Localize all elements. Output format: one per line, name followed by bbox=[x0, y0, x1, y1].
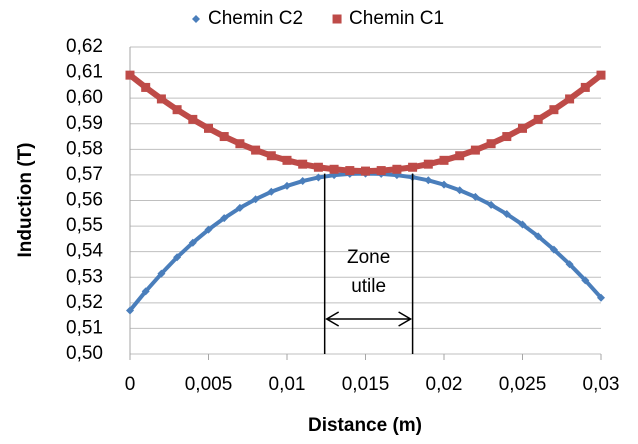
marker bbox=[204, 225, 213, 234]
y-tick-label: 0,53 bbox=[66, 266, 103, 287]
marker bbox=[439, 155, 449, 165]
marker bbox=[470, 145, 480, 155]
marker bbox=[471, 192, 480, 201]
marker bbox=[440, 180, 448, 189]
y-tick-label: 0,57 bbox=[66, 164, 103, 185]
marker bbox=[141, 82, 151, 92]
y-tick-label: 0,59 bbox=[66, 113, 103, 134]
marker bbox=[581, 276, 590, 285]
marker bbox=[172, 105, 182, 115]
marker bbox=[502, 210, 511, 219]
y-axis-title: Induction (T) bbox=[15, 142, 36, 257]
y-tick-label: 0,60 bbox=[66, 87, 103, 108]
marker bbox=[282, 155, 292, 165]
marker bbox=[424, 176, 433, 185]
marker bbox=[487, 200, 496, 209]
x-axis-title: Distance (m) bbox=[308, 415, 422, 436]
marker bbox=[549, 245, 558, 254]
marker bbox=[220, 214, 229, 223]
marker bbox=[313, 162, 323, 172]
marker bbox=[455, 151, 465, 161]
marker bbox=[314, 173, 323, 182]
marker bbox=[267, 187, 276, 196]
marker bbox=[141, 287, 150, 296]
x-tick-label: 0,015 bbox=[342, 374, 390, 395]
x-tick-label: 0,01 bbox=[269, 374, 306, 395]
x-tick-label: 0,005 bbox=[185, 374, 233, 395]
zone-label: Zone bbox=[347, 247, 390, 268]
marker bbox=[251, 195, 260, 204]
marker bbox=[126, 306, 134, 315]
x-tick-label: 0,025 bbox=[499, 374, 547, 395]
marker bbox=[157, 269, 166, 278]
marker bbox=[345, 166, 355, 176]
marker bbox=[392, 164, 402, 174]
marker bbox=[204, 123, 213, 133]
series-line bbox=[128, 72, 603, 175]
legend-marker bbox=[332, 14, 342, 24]
marker bbox=[518, 123, 527, 133]
marker bbox=[329, 164, 339, 174]
marker bbox=[502, 132, 512, 142]
y-tick-label: 0,56 bbox=[66, 190, 103, 211]
marker bbox=[580, 82, 590, 92]
marker bbox=[235, 203, 244, 212]
marker bbox=[156, 94, 166, 104]
marker bbox=[534, 232, 543, 241]
y-tick-label: 0,51 bbox=[66, 317, 103, 338]
marker bbox=[283, 181, 291, 190]
legend-marker bbox=[192, 15, 200, 23]
marker bbox=[565, 260, 574, 269]
marker bbox=[266, 151, 276, 161]
legend-label: Chemin C2 bbox=[208, 8, 303, 29]
marker bbox=[596, 70, 606, 80]
marker bbox=[533, 114, 543, 124]
y-tick-label: 0,55 bbox=[66, 215, 103, 236]
marker bbox=[219, 132, 229, 142]
marker bbox=[188, 114, 198, 124]
marker bbox=[235, 139, 245, 149]
marker bbox=[298, 177, 307, 186]
marker bbox=[361, 166, 370, 176]
y-tick-label: 0,52 bbox=[66, 292, 103, 313]
marker bbox=[486, 139, 496, 149]
marker bbox=[597, 293, 605, 302]
x-tick-label: 0,03 bbox=[583, 374, 620, 395]
marker bbox=[125, 70, 135, 80]
marker bbox=[518, 220, 527, 229]
x-tick-label: 0,02 bbox=[426, 374, 463, 395]
marker bbox=[188, 238, 197, 247]
marker bbox=[549, 105, 559, 115]
y-tick-label: 0,50 bbox=[66, 343, 103, 364]
y-tick-label: 0,58 bbox=[66, 138, 103, 159]
zone-arrow bbox=[325, 311, 413, 327]
marker bbox=[408, 162, 418, 172]
legend-label: Chemin C1 bbox=[349, 8, 444, 29]
y-tick-label: 0,61 bbox=[66, 62, 103, 83]
marker bbox=[298, 159, 308, 169]
marker bbox=[376, 166, 386, 176]
marker bbox=[565, 94, 575, 104]
x-tick-label: 0 bbox=[125, 374, 136, 395]
marker bbox=[423, 159, 433, 169]
y-tick-label: 0,54 bbox=[66, 241, 103, 262]
marker bbox=[455, 186, 464, 195]
zone-label: utile bbox=[351, 276, 386, 297]
marker bbox=[251, 145, 261, 155]
y-tick-label: 0,62 bbox=[66, 36, 103, 57]
marker bbox=[173, 253, 182, 262]
